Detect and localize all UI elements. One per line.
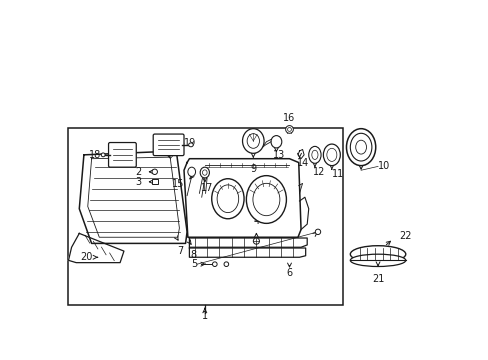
Ellipse shape	[270, 136, 281, 148]
Text: 1: 1	[202, 311, 207, 321]
Text: 6: 6	[286, 268, 292, 278]
Polygon shape	[189, 248, 305, 257]
Text: 22: 22	[399, 231, 411, 241]
Text: 10: 10	[377, 161, 389, 171]
Ellipse shape	[242, 129, 264, 153]
Ellipse shape	[349, 254, 405, 266]
Text: 3: 3	[135, 177, 142, 187]
Polygon shape	[79, 151, 187, 243]
Text: 16: 16	[283, 113, 295, 122]
Text: 7: 7	[177, 247, 183, 256]
Ellipse shape	[246, 176, 286, 223]
Text: 12: 12	[312, 167, 325, 177]
FancyBboxPatch shape	[153, 134, 183, 156]
Text: 13: 13	[273, 150, 285, 160]
Text: 18: 18	[89, 150, 102, 160]
Text: 11: 11	[331, 169, 344, 179]
Ellipse shape	[308, 147, 321, 163]
Ellipse shape	[349, 246, 405, 263]
Ellipse shape	[253, 238, 259, 244]
Polygon shape	[189, 238, 306, 247]
Text: 17: 17	[201, 183, 213, 193]
Text: 9: 9	[250, 164, 256, 174]
Text: 4: 4	[253, 216, 259, 226]
Ellipse shape	[315, 229, 320, 235]
Polygon shape	[183, 159, 301, 237]
Ellipse shape	[323, 144, 340, 166]
Ellipse shape	[349, 133, 371, 161]
Ellipse shape	[211, 179, 244, 219]
Text: 20: 20	[80, 252, 92, 262]
Text: 21: 21	[371, 274, 384, 284]
Polygon shape	[68, 233, 123, 263]
Ellipse shape	[346, 129, 375, 166]
Text: 5: 5	[190, 259, 197, 269]
Ellipse shape	[212, 262, 217, 266]
Ellipse shape	[200, 167, 209, 178]
Text: 8: 8	[190, 250, 196, 260]
FancyBboxPatch shape	[108, 143, 136, 167]
Text: 19: 19	[183, 138, 196, 148]
Ellipse shape	[101, 153, 105, 157]
Ellipse shape	[285, 126, 293, 133]
Ellipse shape	[224, 262, 228, 266]
Ellipse shape	[187, 167, 195, 176]
Text: 2: 2	[135, 167, 142, 177]
Ellipse shape	[188, 143, 193, 147]
Bar	[152, 179, 158, 184]
Bar	[68, 128, 343, 305]
Text: 15: 15	[171, 179, 183, 189]
Text: 14: 14	[296, 158, 308, 168]
Ellipse shape	[152, 169, 157, 175]
